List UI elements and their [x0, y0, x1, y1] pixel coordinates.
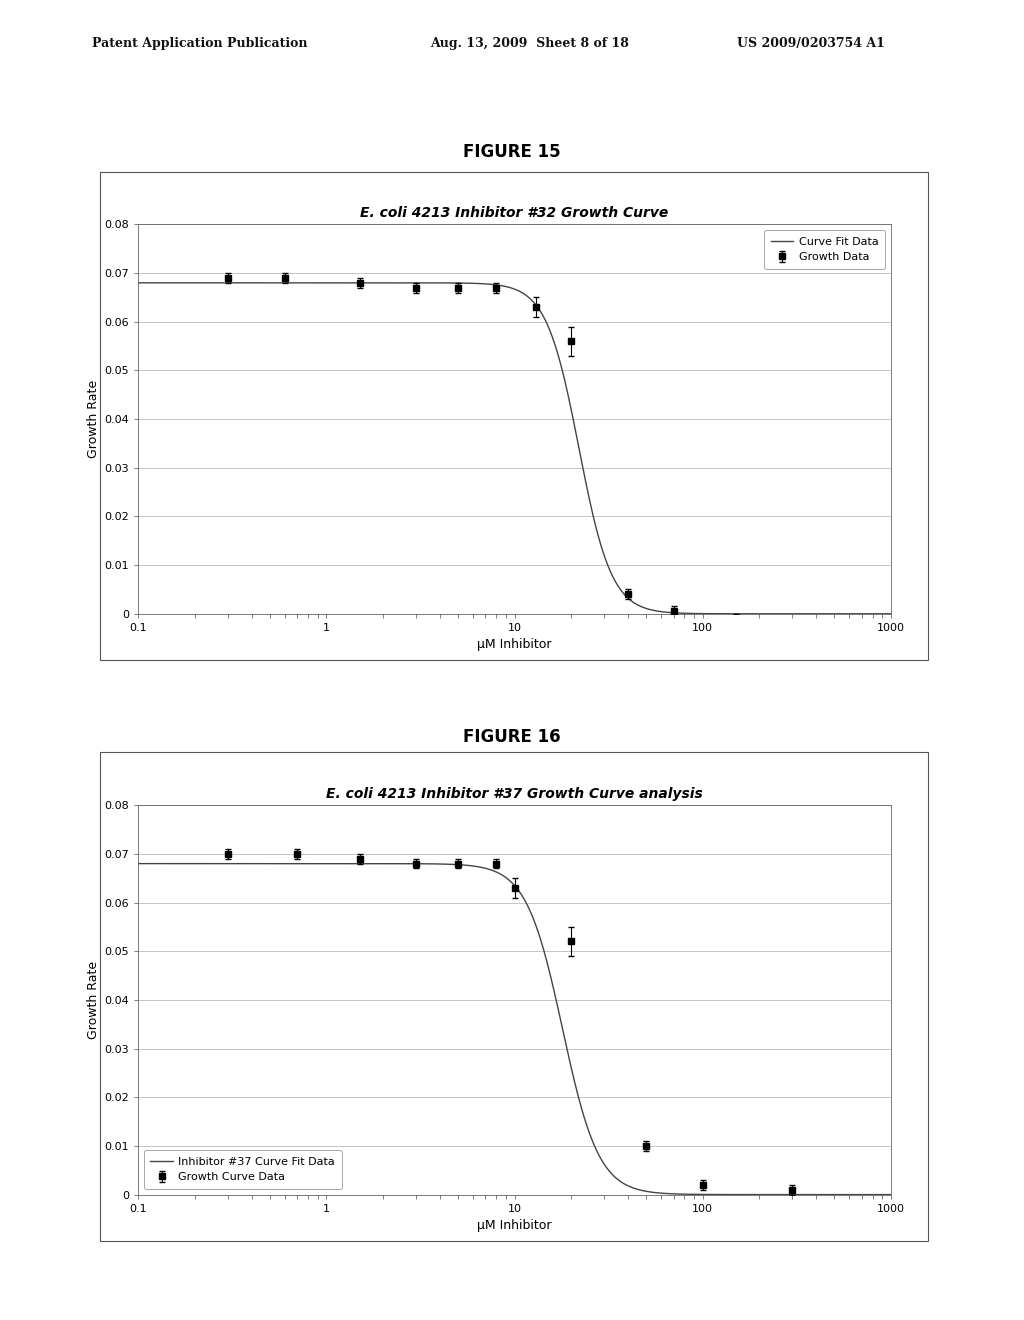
X-axis label: μM Inhibitor: μM Inhibitor — [477, 639, 552, 651]
Text: Aug. 13, 2009  Sheet 8 of 18: Aug. 13, 2009 Sheet 8 of 18 — [430, 37, 629, 50]
Y-axis label: Growth Rate: Growth Rate — [87, 380, 100, 458]
Legend: Curve Fit Data, Growth Data: Curve Fit Data, Growth Data — [765, 230, 886, 269]
Curve Fit Data — [635, 598, 647, 614]
Text: FIGURE 15: FIGURE 15 — [463, 143, 561, 161]
Inhibitor #37 Curve Fit Data — [885, 1187, 897, 1203]
X-axis label: μM Inhibitor: μM Inhibitor — [477, 1220, 552, 1232]
Y-axis label: Growth Rate: Growth Rate — [87, 961, 100, 1039]
Curve Fit Data — [326, 275, 338, 290]
Text: US 2009/0203754 A1: US 2009/0203754 A1 — [737, 37, 885, 50]
Title: E. coli 4213 Inhibitor #37 Growth Curve analysis: E. coli 4213 Inhibitor #37 Growth Curve … — [327, 787, 702, 801]
Inhibitor #37 Curve Fit Data — [265, 855, 278, 871]
Curve Fit Data — [132, 275, 144, 290]
Inhibitor #37 Curve Fit Data — [326, 855, 338, 871]
Text: Patent Application Publication: Patent Application Publication — [92, 37, 307, 50]
Legend: Inhibitor #37 Curve Fit Data, Growth Curve Data: Inhibitor #37 Curve Fit Data, Growth Cur… — [143, 1150, 342, 1189]
Text: FIGURE 16: FIGURE 16 — [463, 727, 561, 746]
Inhibitor #37 Curve Fit Data — [698, 1187, 711, 1203]
Line: Curve Fit Data: Curve Fit Data — [138, 282, 891, 614]
Curve Fit Data — [265, 275, 278, 290]
Curve Fit Data — [698, 606, 711, 622]
Inhibitor #37 Curve Fit Data — [132, 855, 144, 871]
Curve Fit Data — [473, 276, 485, 292]
Inhibitor #37 Curve Fit Data — [473, 859, 485, 875]
Line: Inhibitor #37 Curve Fit Data: Inhibitor #37 Curve Fit Data — [138, 863, 891, 1195]
Curve Fit Data — [575, 454, 588, 470]
Inhibitor #37 Curve Fit Data — [575, 1101, 588, 1117]
Title: E. coli 4213 Inhibitor #32 Growth Curve: E. coli 4213 Inhibitor #32 Growth Curve — [360, 206, 669, 220]
Inhibitor #37 Curve Fit Data — [635, 1183, 647, 1199]
Curve Fit Data — [885, 606, 897, 622]
